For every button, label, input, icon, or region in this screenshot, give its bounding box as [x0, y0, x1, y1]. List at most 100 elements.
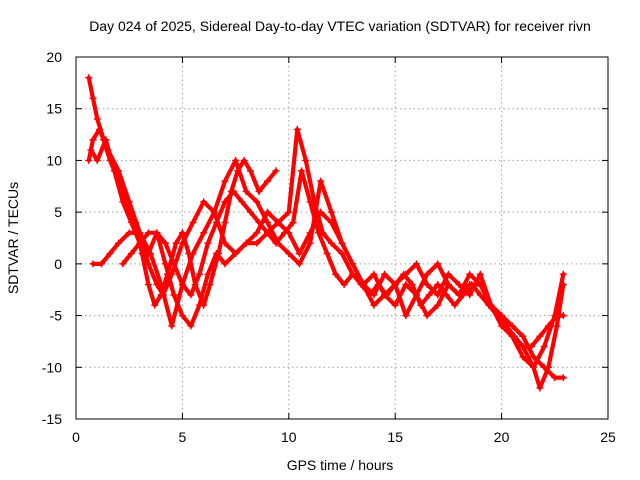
data-point — [255, 218, 263, 226]
data-point — [272, 239, 280, 247]
data-point — [338, 239, 346, 247]
data-point — [451, 301, 459, 309]
data-point — [468, 281, 476, 289]
data-point — [89, 94, 97, 102]
data-point — [540, 343, 548, 351]
data-point — [340, 281, 348, 289]
data-point — [553, 312, 561, 320]
data-point — [327, 208, 335, 216]
data-point — [206, 281, 214, 289]
y-tick-label: 10 — [46, 152, 62, 168]
data-point — [391, 281, 399, 289]
data-point — [493, 312, 501, 320]
data-point — [187, 322, 195, 330]
data-point — [119, 198, 127, 206]
data-point — [366, 291, 374, 299]
data-point — [246, 208, 254, 216]
data-point — [289, 218, 297, 226]
data-point — [434, 281, 442, 289]
data-point — [127, 250, 135, 258]
data-point — [115, 239, 123, 247]
data-point — [412, 260, 420, 268]
data-point — [317, 177, 325, 185]
data-point — [285, 250, 293, 258]
data-point — [536, 332, 544, 340]
data-point — [125, 198, 133, 206]
y-axis-label: SDTVAR / TECUs — [5, 182, 21, 294]
data-point — [136, 239, 144, 247]
data-point — [246, 167, 254, 175]
y-tick-label: 20 — [46, 49, 62, 65]
data-point — [221, 177, 229, 185]
data-point — [200, 229, 208, 237]
data-point — [119, 260, 127, 268]
data-point — [221, 239, 229, 247]
data-point — [544, 322, 552, 330]
data-point — [204, 239, 212, 247]
data-point — [178, 229, 186, 237]
data-point — [242, 187, 250, 195]
data-point — [178, 312, 186, 320]
data-point — [551, 374, 559, 382]
data-point — [200, 198, 208, 206]
data-point — [281, 229, 289, 237]
data-point — [264, 177, 272, 185]
x-tick-label: 0 — [72, 429, 80, 445]
data-point — [187, 291, 195, 299]
data-point — [423, 281, 431, 289]
data-point — [172, 239, 180, 247]
data-point — [178, 281, 186, 289]
data-point — [466, 270, 474, 278]
data-point — [285, 208, 293, 216]
data-point — [455, 281, 463, 289]
data-point — [485, 301, 493, 309]
data-point — [125, 229, 133, 237]
x-axis-label: GPS time / hours — [287, 457, 394, 473]
data-point — [144, 229, 152, 237]
data-point — [253, 198, 261, 206]
data-point — [423, 312, 431, 320]
data-point — [229, 187, 237, 195]
data-point — [212, 218, 220, 226]
x-tick-label: 20 — [494, 429, 510, 445]
data-point — [106, 250, 114, 258]
data-point — [240, 156, 248, 164]
data-point — [519, 353, 527, 361]
data-point — [178, 239, 186, 247]
data-point — [476, 270, 484, 278]
data-point — [459, 291, 467, 299]
data-point — [212, 250, 220, 258]
data-point — [306, 198, 314, 206]
data-point — [195, 301, 203, 309]
data-point — [559, 374, 567, 382]
data-point — [204, 270, 212, 278]
data-point — [425, 291, 433, 299]
data-point — [293, 125, 301, 133]
data-point — [221, 218, 229, 226]
data-point — [102, 136, 110, 144]
data-point — [238, 198, 246, 206]
data-point — [189, 250, 197, 258]
data-point — [264, 208, 272, 216]
grid-layer — [76, 57, 608, 419]
data-point — [95, 125, 103, 133]
data-point — [298, 167, 306, 175]
plot-frame — [75, 56, 609, 420]
data-point — [338, 250, 346, 258]
data-point — [110, 167, 118, 175]
data-point — [127, 218, 135, 226]
data-point — [153, 229, 161, 237]
data-point — [536, 384, 544, 392]
data-point — [93, 115, 101, 123]
data-point — [170, 291, 178, 299]
data-point — [195, 270, 203, 278]
data-point — [253, 239, 261, 247]
y-tick-label: 0 — [54, 256, 62, 272]
x-tick-label: 25 — [600, 429, 616, 445]
y-tick-label: 15 — [46, 101, 62, 117]
data-point — [442, 291, 450, 299]
data-point — [530, 353, 538, 361]
data-point — [136, 229, 144, 237]
data-point — [374, 281, 382, 289]
y-tick-label: -5 — [50, 308, 63, 324]
